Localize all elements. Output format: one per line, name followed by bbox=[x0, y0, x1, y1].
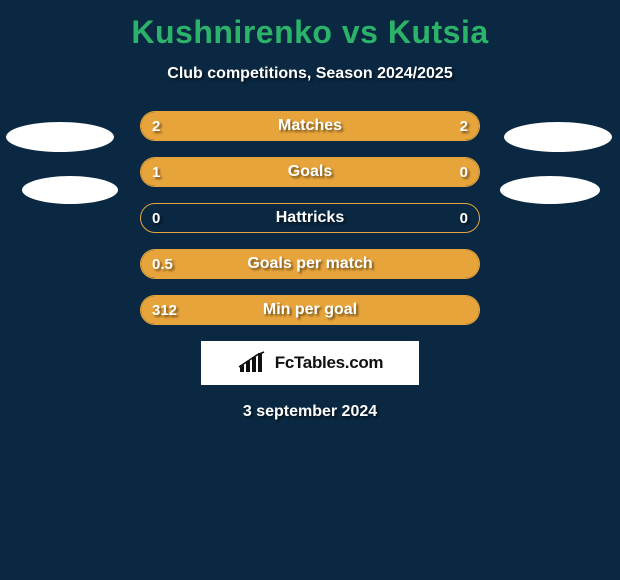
logo-badge: FcTables.com bbox=[201, 341, 419, 385]
stat-value-left: 2 bbox=[152, 111, 160, 141]
bar-right bbox=[309, 112, 479, 140]
stat-row: 10Goals bbox=[140, 157, 480, 187]
comparison-card: Kushnirenko vs Kutsia Club competitions,… bbox=[0, 0, 620, 440]
stat-value-right: 0 bbox=[460, 157, 468, 187]
avatar-oval bbox=[6, 122, 114, 152]
stat-value-left: 0.5 bbox=[152, 249, 173, 279]
bar-track bbox=[140, 111, 480, 141]
bar-track bbox=[140, 295, 480, 325]
stat-value-left: 0 bbox=[152, 203, 160, 233]
stat-row: 312Min per goal bbox=[140, 295, 480, 325]
bar-left bbox=[141, 112, 311, 140]
page-title: Kushnirenko vs Kutsia bbox=[0, 14, 620, 51]
page-subtitle: Club competitions, Season 2024/2025 bbox=[0, 65, 620, 83]
stat-row: 00Hattricks bbox=[140, 203, 480, 233]
stat-row: 0.5Goals per match bbox=[140, 249, 480, 279]
bar-left bbox=[141, 296, 480, 324]
stat-value-left: 312 bbox=[152, 295, 177, 325]
bar-track bbox=[140, 203, 480, 233]
avatar-oval bbox=[22, 176, 118, 204]
date-text: 3 september 2024 bbox=[0, 403, 620, 421]
stat-value-left: 1 bbox=[152, 157, 160, 187]
stat-row: 22Matches bbox=[140, 111, 480, 141]
avatar-oval bbox=[500, 176, 600, 204]
bar-left bbox=[141, 250, 480, 278]
bar-track bbox=[140, 249, 480, 279]
bar-left bbox=[141, 158, 403, 186]
bars-icon bbox=[237, 351, 269, 375]
stat-value-right: 0 bbox=[460, 203, 468, 233]
logo-text: FcTables.com bbox=[275, 353, 384, 373]
bar-track bbox=[140, 157, 480, 187]
stat-value-right: 2 bbox=[460, 111, 468, 141]
avatar-oval bbox=[504, 122, 612, 152]
